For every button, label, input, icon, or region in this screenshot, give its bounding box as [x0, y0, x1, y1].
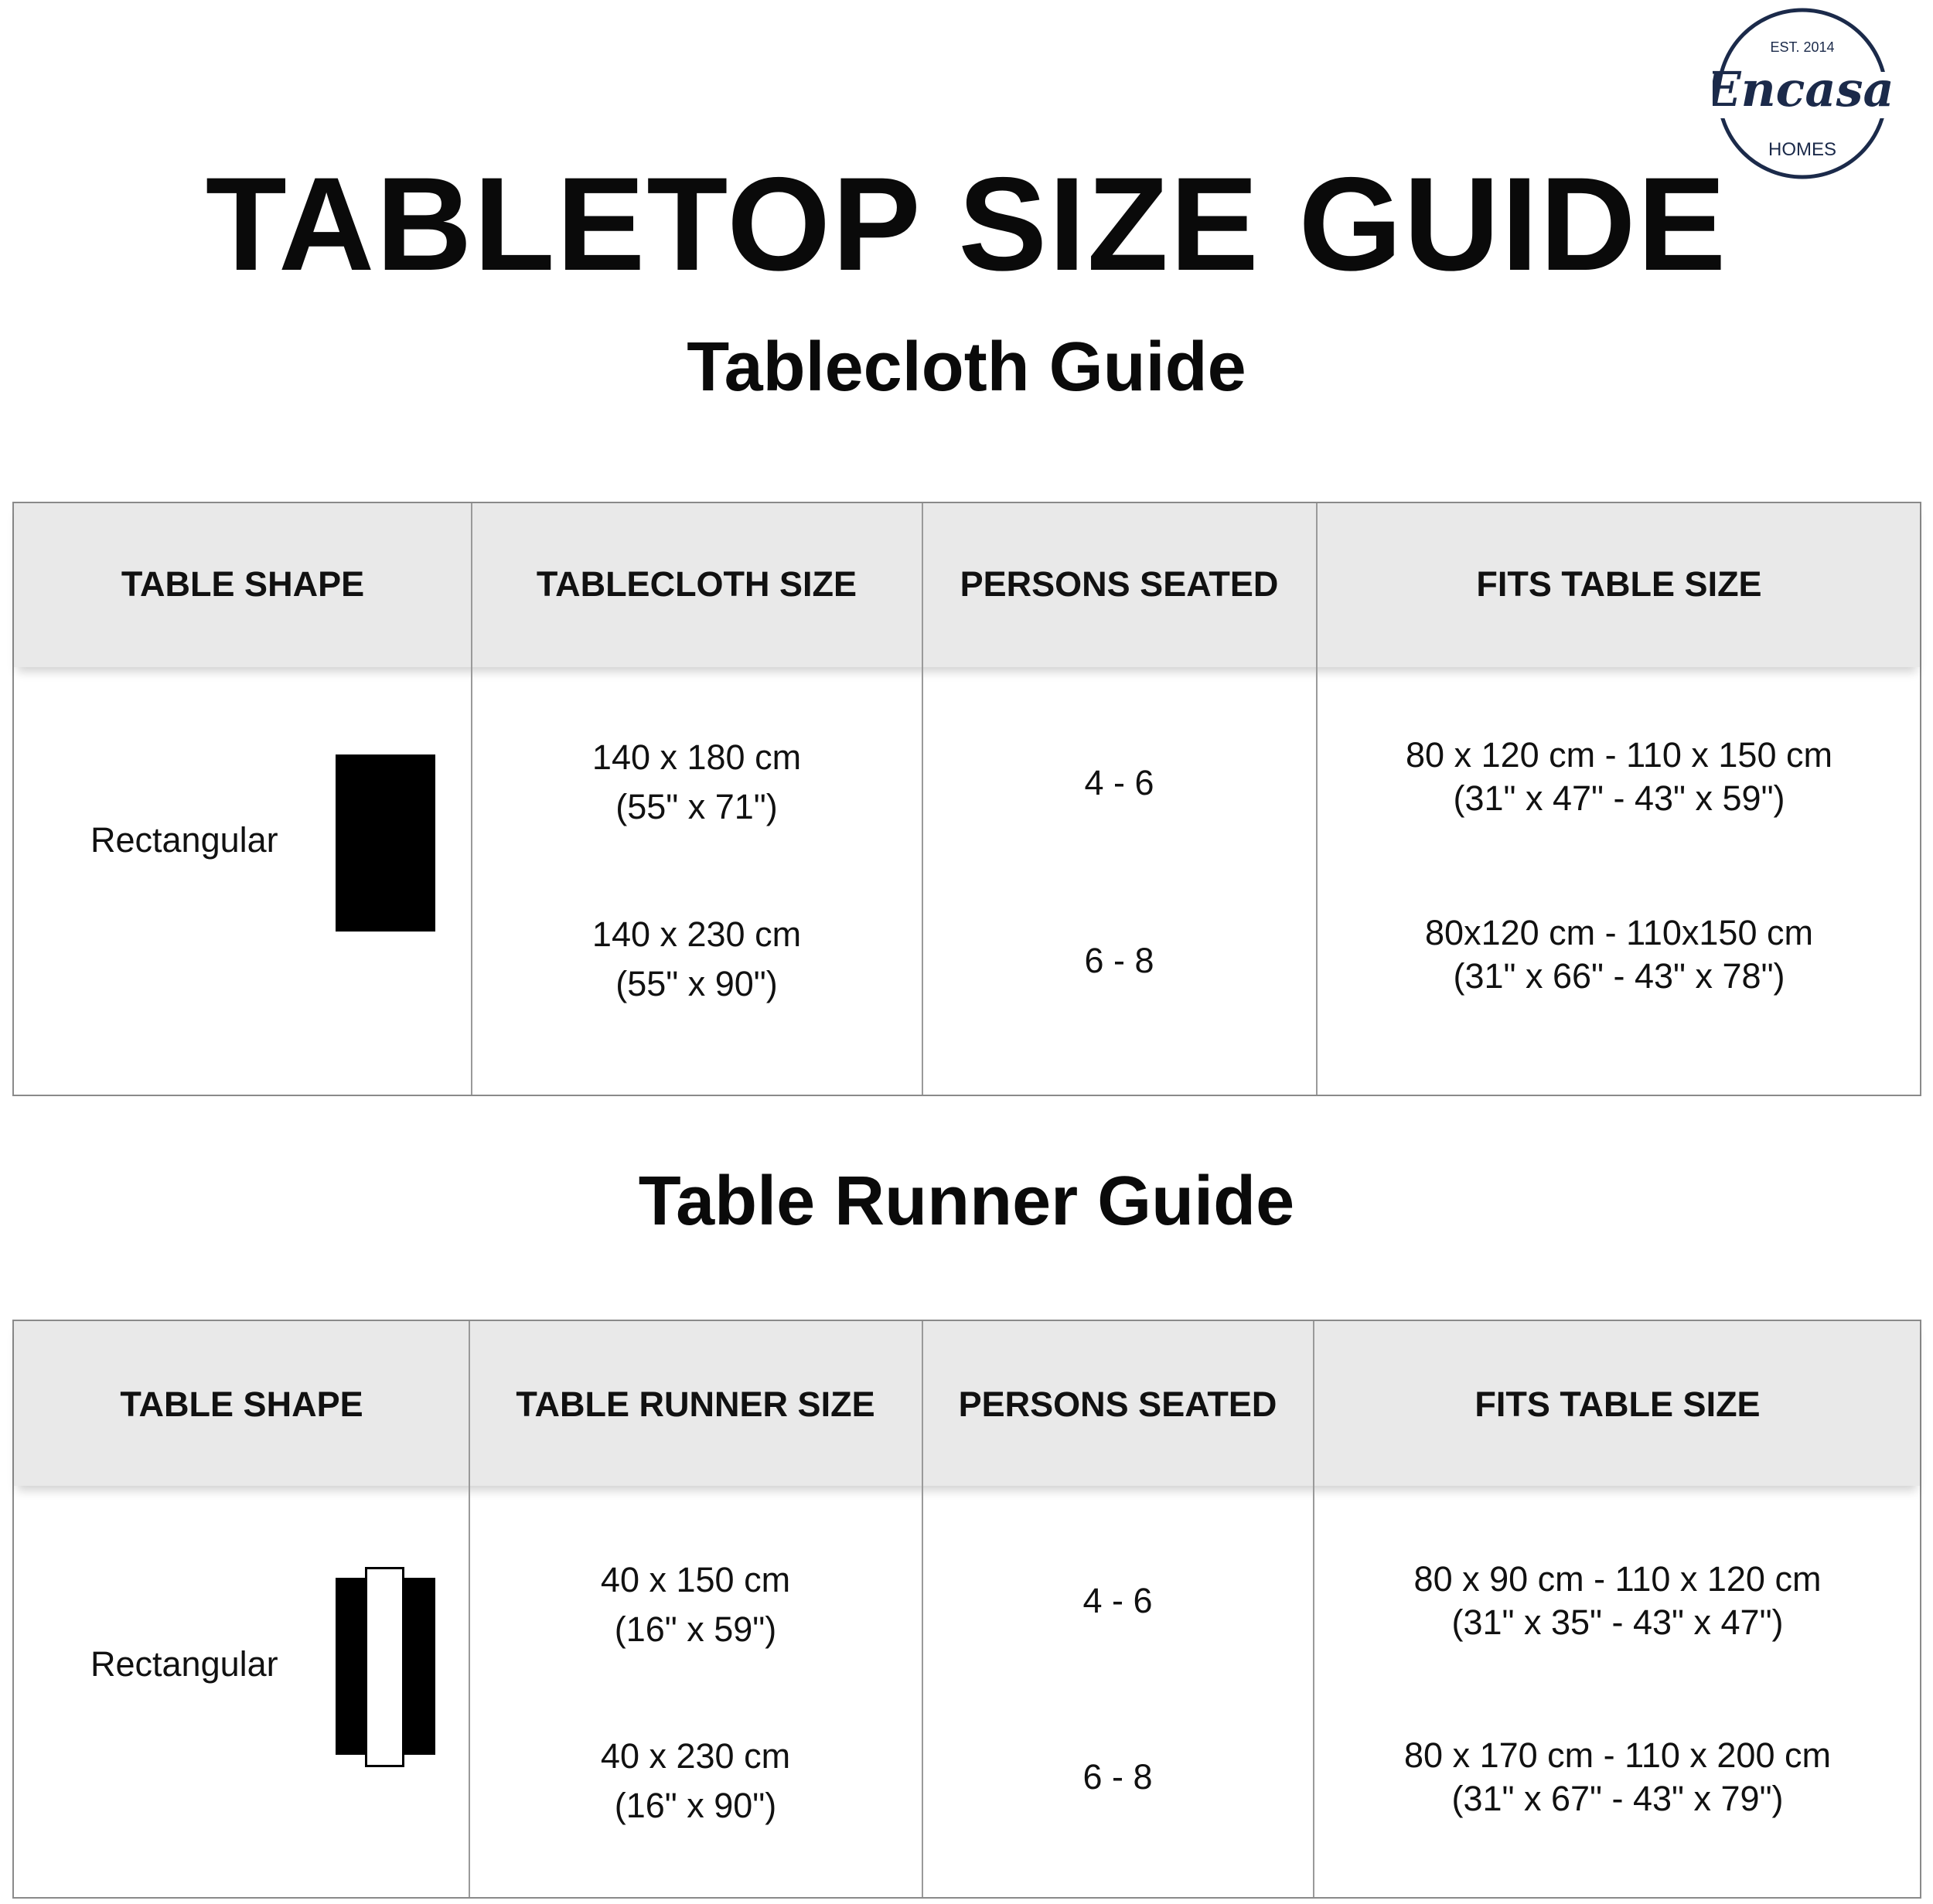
- size-cm: 40 x 230 cm: [600, 1736, 791, 1776]
- runner-table: TABLE SHAPE TABLE RUNNER SIZE PERSONS SE…: [12, 1320, 1921, 1899]
- table-row: 140 x 180 cm (55" x 71"): [472, 733, 922, 832]
- header-table-shape: TABLE SHAPE: [120, 1385, 363, 1424]
- fits-cm: 80 x 120 cm - 110 x 150 cm: [1406, 735, 1832, 775]
- size-cm: 140 x 230 cm: [591, 915, 802, 954]
- fits-table-size: 80x120 cm - 110x150 cm (31" x 66" - 43" …: [1317, 911, 1921, 998]
- table-header: [14, 1321, 1920, 1486]
- size-in: (16" x 90"): [614, 1786, 777, 1825]
- column-divider: [1313, 1321, 1314, 1897]
- header-fits-table-size: FITS TABLE SIZE: [1476, 564, 1762, 604]
- column-divider: [922, 503, 923, 1095]
- table-header: [14, 503, 1920, 667]
- size-cm: 140 x 180 cm: [591, 737, 802, 777]
- column-divider: [471, 503, 472, 1095]
- size-in: (16" x 59"): [614, 1609, 777, 1649]
- header-runner-size: TABLE RUNNER SIZE: [516, 1385, 875, 1424]
- header-tablecloth-size: TABLECLOTH SIZE: [536, 564, 857, 604]
- table-row: 140 x 230 cm (55" x 90"): [472, 910, 922, 1009]
- column-divider: [922, 1321, 923, 1897]
- page-title: TABLETOP SIZE GUIDE: [205, 150, 1728, 298]
- persons-seated: 4 - 6: [1084, 763, 1154, 802]
- svg-text:HOMES: HOMES: [1768, 139, 1836, 160]
- table-shape-label: Rectangular: [90, 820, 278, 860]
- solid-rectangle-icon: [336, 754, 435, 932]
- fits-in: (31" x 35" - 43" x 47"): [1451, 1603, 1784, 1642]
- column-divider: [1316, 503, 1318, 1095]
- persons-seated: 6 - 8: [1082, 1757, 1153, 1797]
- table-row: 40 x 230 cm (16" x 90"): [469, 1732, 922, 1831]
- fits-in: (31" x 66" - 43" x 78"): [1453, 956, 1785, 996]
- fits-table-size: 80 x 90 cm - 110 x 120 cm (31" x 35" - 4…: [1314, 1558, 1921, 1644]
- fits-table-size: 80 x 170 cm - 110 x 200 cm (31" x 67" - …: [1314, 1734, 1921, 1821]
- size-in: (55" x 90"): [615, 964, 778, 1003]
- runner-strip: [365, 1567, 404, 1767]
- tablecloth-heading: Tablecloth Guide: [687, 329, 1246, 406]
- persons-seated: 4 - 6: [1082, 1581, 1153, 1620]
- fits-cm: 80 x 170 cm - 110 x 200 cm: [1404, 1735, 1831, 1775]
- svg-text:Encasa: Encasa: [1713, 61, 1892, 118]
- persons-seated: 6 - 8: [1084, 941, 1154, 980]
- column-divider: [469, 1321, 470, 1897]
- fits-cm: 80 x 90 cm - 110 x 120 cm: [1413, 1559, 1822, 1599]
- header-table-shape: TABLE SHAPE: [121, 564, 365, 604]
- table-row: 40 x 150 cm (16" x 59"): [469, 1555, 922, 1654]
- fits-in: (31" x 67" - 43" x 79"): [1451, 1779, 1784, 1818]
- fits-cm: 80x120 cm - 110x150 cm: [1425, 913, 1813, 952]
- table-with-runner-icon: [336, 1567, 435, 1767]
- encasa-logo: EST. 2014 Encasa HOMES: [1713, 8, 1892, 179]
- header-persons-seated: PERSONS SEATED: [958, 1385, 1277, 1424]
- size-in: (55" x 71"): [615, 787, 778, 826]
- header-persons-seated: PERSONS SEATED: [960, 564, 1279, 604]
- fits-in: (31" x 47" - 43" x 59"): [1453, 778, 1785, 818]
- svg-text:EST. 2014: EST. 2014: [1770, 39, 1834, 55]
- tablecloth-table: TABLE SHAPE TABLECLOTH SIZE PERSONS SEAT…: [12, 502, 1921, 1096]
- fits-table-size: 80 x 120 cm - 110 x 150 cm (31" x 47" - …: [1317, 734, 1921, 820]
- table-shape-label: Rectangular: [90, 1644, 278, 1684]
- header-fits-table-size: FITS TABLE SIZE: [1474, 1385, 1761, 1424]
- runner-heading: Table Runner Guide: [638, 1163, 1295, 1240]
- size-cm: 40 x 150 cm: [600, 1560, 791, 1599]
